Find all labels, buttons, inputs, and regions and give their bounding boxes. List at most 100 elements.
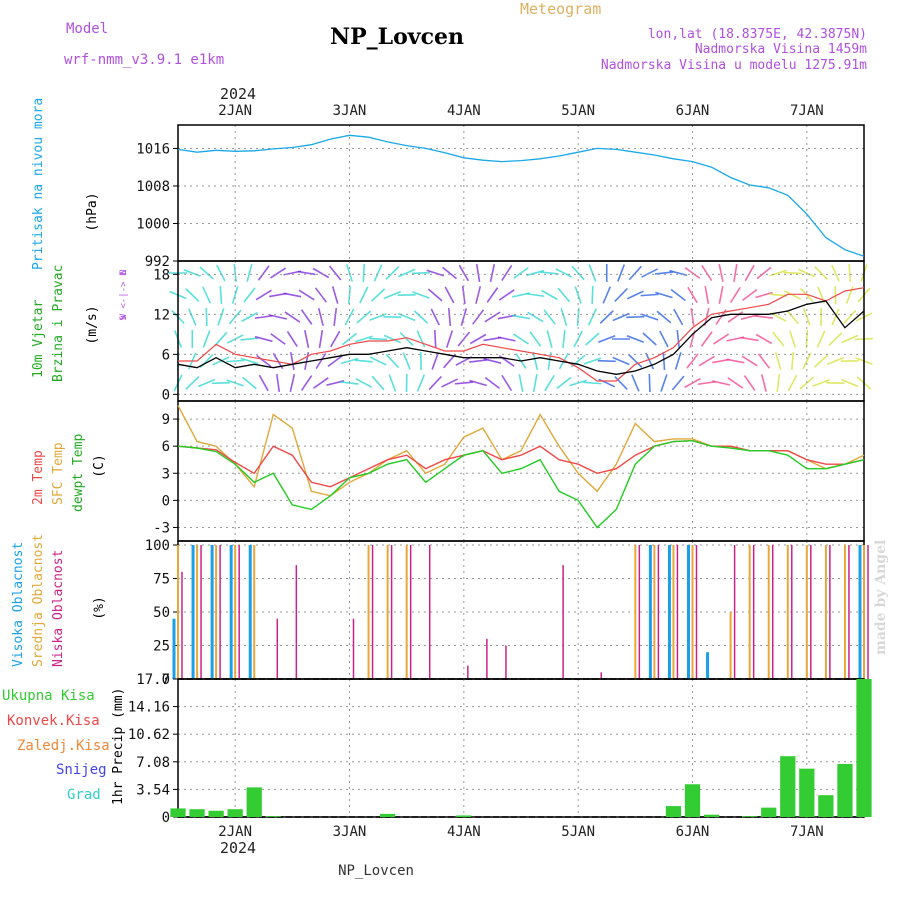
y-tick-label: 3: [162, 466, 170, 482]
wind-arrow: [487, 288, 497, 303]
wind-arrow: [218, 308, 224, 325]
precip-bar: [170, 808, 185, 817]
wind-arrow: [790, 330, 796, 347]
wind-arrow: [355, 360, 373, 362]
day-label: 7JAN: [790, 824, 824, 840]
wind-arrow: [731, 287, 741, 302]
wind-arrow: [233, 286, 238, 303]
precip-bar: [380, 814, 395, 817]
wind-arrow: [534, 374, 537, 392]
day-label: 4JAN: [447, 103, 481, 119]
wind-arrow: [598, 361, 616, 362]
wind-arrow: [226, 360, 244, 361]
footer-station: NP_Lovcen: [338, 863, 414, 879]
legend-hail: Grad: [67, 787, 101, 803]
wind-arrow: [773, 332, 784, 346]
wind-arrow: [349, 286, 351, 304]
wind-arrow: [285, 312, 300, 322]
wind-arrow: [186, 289, 199, 302]
wind-arrow: [443, 267, 457, 278]
panel-frame: [178, 679, 864, 817]
y-tick-label: 50: [153, 605, 170, 621]
wind-arrow: [484, 359, 501, 363]
wind-arrow: [491, 264, 495, 282]
day-label: 2JAN: [218, 824, 252, 840]
wind-arrow: [618, 265, 624, 282]
model-name: wrf-nmm_v3.9.1 e1km: [64, 52, 224, 68]
wind-arrow: [305, 330, 309, 348]
wind-arrow: [671, 289, 685, 300]
precip-bar: [818, 795, 833, 817]
wind-arrow: [629, 355, 642, 368]
y-tick-label: 25: [153, 639, 170, 655]
panel-frame: [178, 401, 864, 541]
wind-arrow: [333, 286, 338, 303]
wind-arrow: [600, 311, 613, 324]
wind-arrow: [435, 330, 436, 348]
y-tick-label: 9: [162, 412, 170, 428]
precip-bar: [228, 809, 243, 817]
y-tick-label: 75: [153, 572, 170, 588]
wind-arrow: [414, 311, 427, 323]
precip-bar: [208, 811, 223, 817]
day-label: 3JAN: [333, 103, 367, 119]
wind-arrow: [369, 339, 387, 340]
legend-convective-rain: Konvek.Kisa: [7, 713, 100, 729]
wind-arrow: [389, 375, 395, 392]
wind-arrow: [526, 294, 544, 297]
wind-arrow: [386, 354, 398, 367]
wind-arrow: [586, 333, 599, 345]
altitude-text: Nadmorska Visina 1459m: [695, 42, 867, 57]
wind-arrow: [277, 374, 280, 392]
pressure-ylabel: Pritisak na nivou mora: [31, 98, 46, 270]
wind-arrow: [705, 286, 708, 304]
y-tick-label: 14.16: [128, 700, 170, 716]
wind-arrow: [728, 312, 743, 322]
wind-arrow: [331, 331, 340, 347]
y-tick-label: 7.08: [136, 755, 170, 771]
wind-arrow: [357, 311, 371, 323]
wind-arrow: [702, 332, 713, 347]
wind-arrow: [719, 286, 722, 304]
wind-arrow: [776, 352, 781, 369]
wind-arrow: [372, 289, 385, 301]
wind-arrow: [360, 287, 368, 303]
wind-arrow: [429, 376, 441, 389]
wind-arrow: [615, 289, 628, 302]
y-tick-label: 100: [145, 538, 170, 554]
wind-arrow: [244, 288, 255, 302]
wind-arrow: [200, 267, 213, 279]
model-label: Model: [66, 21, 108, 37]
wind-arrow: [742, 290, 756, 301]
wind-arrow: [412, 273, 430, 274]
wind-arrow: [734, 264, 737, 282]
wind-arrow: [241, 338, 259, 340]
top-year-label: 2024: [220, 85, 256, 103]
wind-arrow: [271, 334, 286, 345]
legend-snow: Snijeg: [56, 762, 107, 778]
precip-bar: [247, 787, 262, 817]
precip-bar: [666, 806, 681, 817]
wind-arrow: [319, 308, 323, 325]
wind-arrow: [302, 376, 312, 391]
precip-bar: [704, 815, 719, 817]
wind-arrow: [432, 353, 438, 370]
wind-arrow: [832, 265, 839, 281]
wind-arrow: [762, 374, 766, 391]
signature: made by Angel: [873, 540, 889, 655]
day-label: 4JAN: [447, 824, 481, 840]
y-tick-label: 12: [153, 307, 170, 323]
y-tick-label: 17.7: [136, 672, 170, 688]
wind-arrow: [528, 312, 543, 321]
wind-arrow: [787, 310, 799, 324]
precip-bar: [685, 784, 700, 817]
wind-unit: (m/s): [85, 305, 100, 344]
wind-arrow: [603, 287, 610, 304]
wind-arrow: [512, 315, 530, 318]
wind-arrow: [290, 374, 294, 392]
wind-arrow: [298, 272, 316, 275]
